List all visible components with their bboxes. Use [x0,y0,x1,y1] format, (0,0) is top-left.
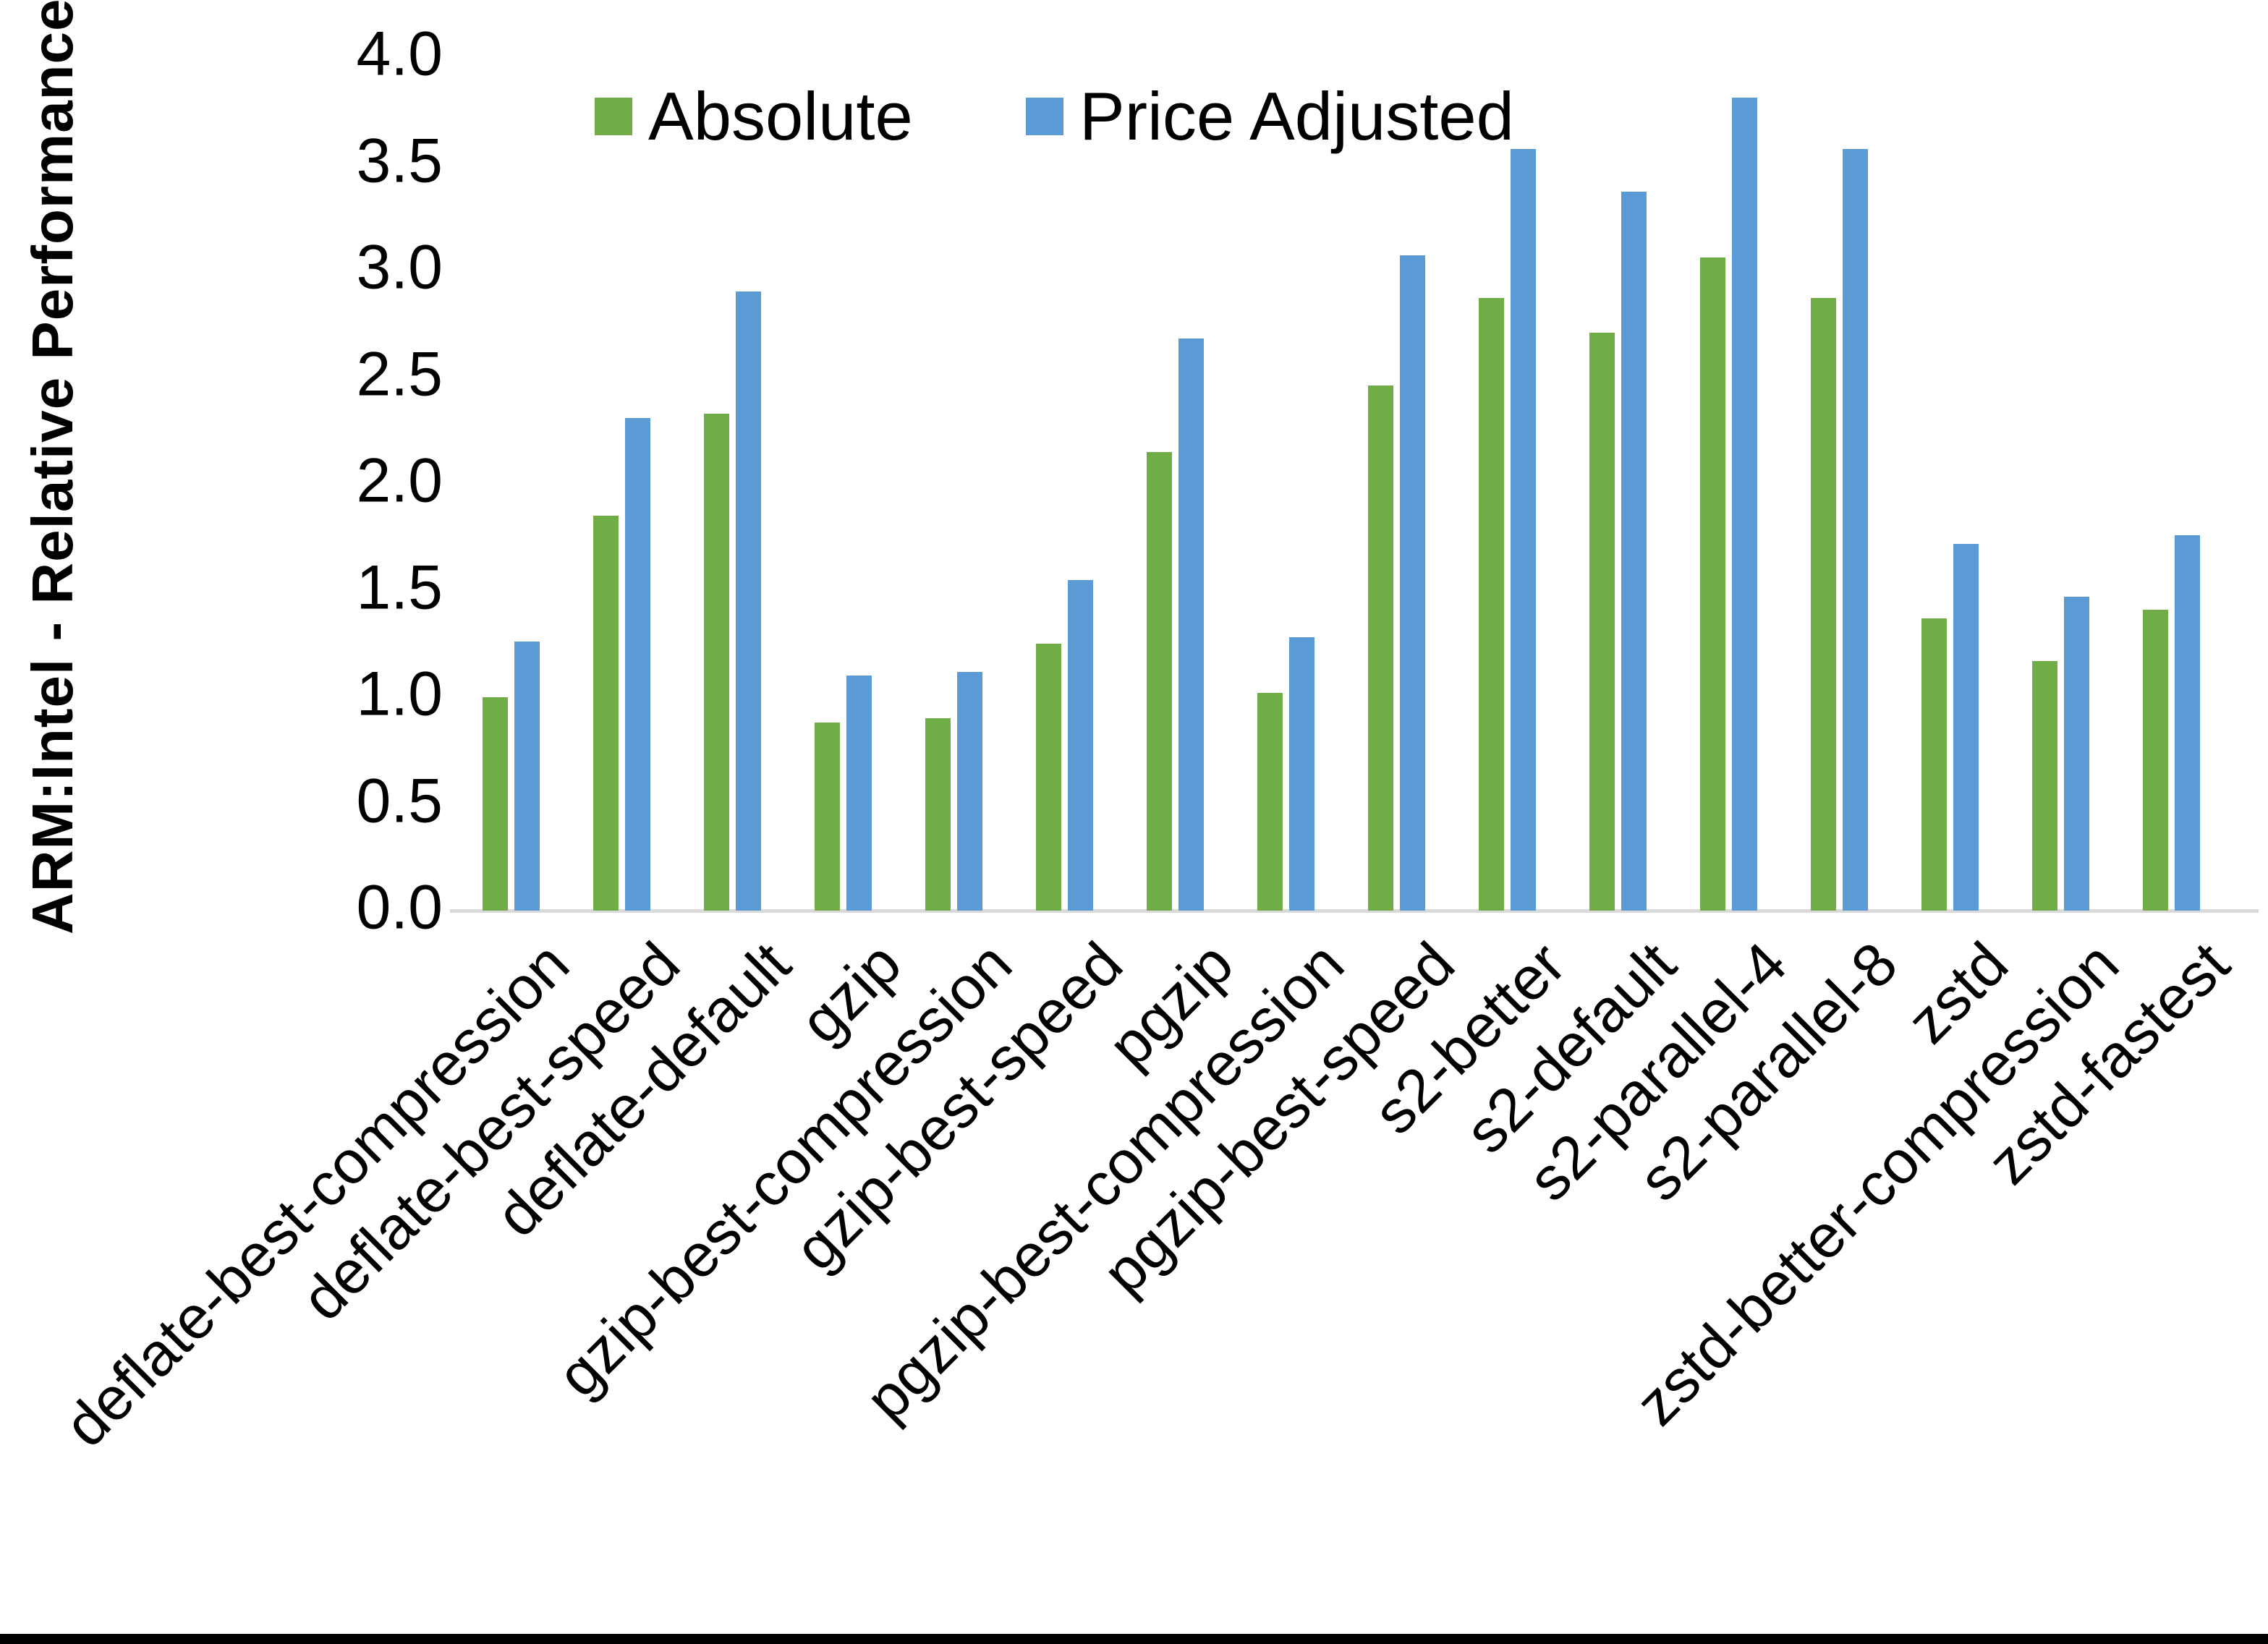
bar-price-adjusted-gzip-best-speed [1068,580,1093,911]
price-adjusted-series-swatch [1026,97,1063,135]
y-tick-label-1.5: 1.5 [356,553,443,623]
bar-absolute-s2-better [1479,298,1504,911]
bar-absolute-pgzip-best-compression [1257,693,1283,911]
bar-absolute-pgzip [1147,452,1172,911]
bar-price-adjusted-deflate-best-speed [625,418,650,911]
bar-price-adjusted-deflate-best-compression [514,642,540,911]
bar-absolute-pgzip-best-speed [1368,386,1393,911]
y-tick-label-3.0: 3.0 [356,232,443,302]
y-tick-label-2.0: 2.0 [356,446,443,516]
bar-price-adjusted-pgzip-best-speed [1400,255,1425,911]
y-tick-label-3.5: 3.5 [356,126,443,196]
bar-price-adjusted-s2-default [1621,192,1647,911]
bar-price-adjusted-pgzip [1178,338,1204,911]
y-tick-label-0.5: 0.5 [356,766,443,836]
legend-item-absolute: Absolute [595,78,913,154]
bar-absolute-zstd-better-compression [2032,661,2057,911]
legend-item-price-adjusted: Price Adjusted [1026,78,1514,154]
bar-price-adjusted-zstd-better-compression [2064,597,2089,911]
bar-absolute-deflate-best-speed [593,516,619,911]
bar-price-adjusted-deflate-default [736,291,761,911]
bar-price-adjusted-zstd [1953,544,1979,911]
y-tick-label-4.0: 4.0 [356,19,443,89]
y-tick-label-2.5: 2.5 [356,339,443,409]
bar-price-adjusted-s2-parallel-8 [1843,149,1868,911]
bar-price-adjusted-s2-better [1511,149,1536,911]
bar-absolute-gzip-best-speed [1036,644,1061,911]
bar-absolute-gzip-best-compression [925,718,951,911]
legend: Absolute Price Adjusted [0,78,2268,154]
bar-absolute-s2-default [1589,333,1615,911]
legend-label-price-adjusted: Price Adjusted [1079,77,1514,154]
y-tick-label-0.0: 0.0 [356,872,443,942]
bar-absolute-zstd-fastest [2143,610,2168,911]
x-axis-line [450,909,2259,913]
bar-absolute-s2-parallel-8 [1811,298,1836,911]
bar-price-adjusted-s2-parallel-4 [1732,98,1757,911]
absolute-series-swatch [595,97,632,135]
bar-absolute-gzip [815,723,840,911]
bar-price-adjusted-gzip-best-compression [957,672,982,911]
bar-absolute-deflate-default [704,414,729,911]
bar-price-adjusted-gzip [846,676,872,911]
legend-label-absolute: Absolute [648,77,913,154]
bar-price-adjusted-zstd-fastest [2175,535,2200,911]
bar-price-adjusted-pgzip-best-compression [1289,637,1314,911]
y-tick-label-1.0: 1.0 [356,659,443,729]
bar-absolute-s2-parallel-4 [1700,257,1725,911]
bar-absolute-zstd [1921,618,1947,911]
screenshot-bottom-border [0,1634,2268,1644]
bar-absolute-deflate-best-compression [483,697,508,911]
